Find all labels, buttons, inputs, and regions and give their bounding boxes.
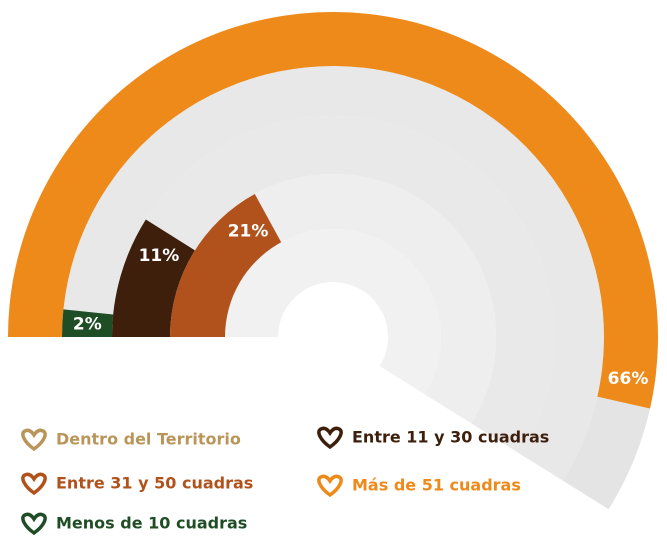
- legend-icon: [21, 512, 47, 536]
- data-label: 21%: [228, 221, 269, 241]
- data-label: 66%: [608, 369, 649, 389]
- legend-item: Dentro del Territorio: [21, 428, 241, 452]
- legend-item: Más de 51 cuadras: [317, 474, 521, 498]
- track: [112, 116, 554, 455]
- bar: [112, 219, 195, 337]
- data-label: 11%: [139, 246, 180, 266]
- legend-item: Entre 31 y 50 cuadras: [21, 472, 253, 496]
- bar: [170, 193, 282, 337]
- legend-icon: [317, 474, 343, 498]
- track: [62, 65, 604, 481]
- bar: [8, 11, 658, 409]
- bar: [62, 309, 114, 337]
- legend-label: Dentro del Territorio: [56, 430, 241, 449]
- legend-item: Menos de 10 cuadras: [21, 512, 247, 536]
- track: [8, 12, 658, 510]
- legend-item: Entre 11 y 30 cuadras: [317, 426, 549, 450]
- legend-icon: [21, 472, 47, 496]
- legend-label: Entre 11 y 30 cuadras: [352, 428, 549, 447]
- data-label: 2%: [73, 314, 102, 334]
- legend-label: Entre 31 y 50 cuadras: [56, 474, 253, 493]
- legend-icon: [317, 426, 343, 450]
- track: [225, 229, 441, 395]
- legend-icon: [21, 428, 47, 452]
- legend-label: Menos de 10 cuadras: [56, 514, 247, 533]
- legend-label: Más de 51 cuadras: [352, 476, 521, 495]
